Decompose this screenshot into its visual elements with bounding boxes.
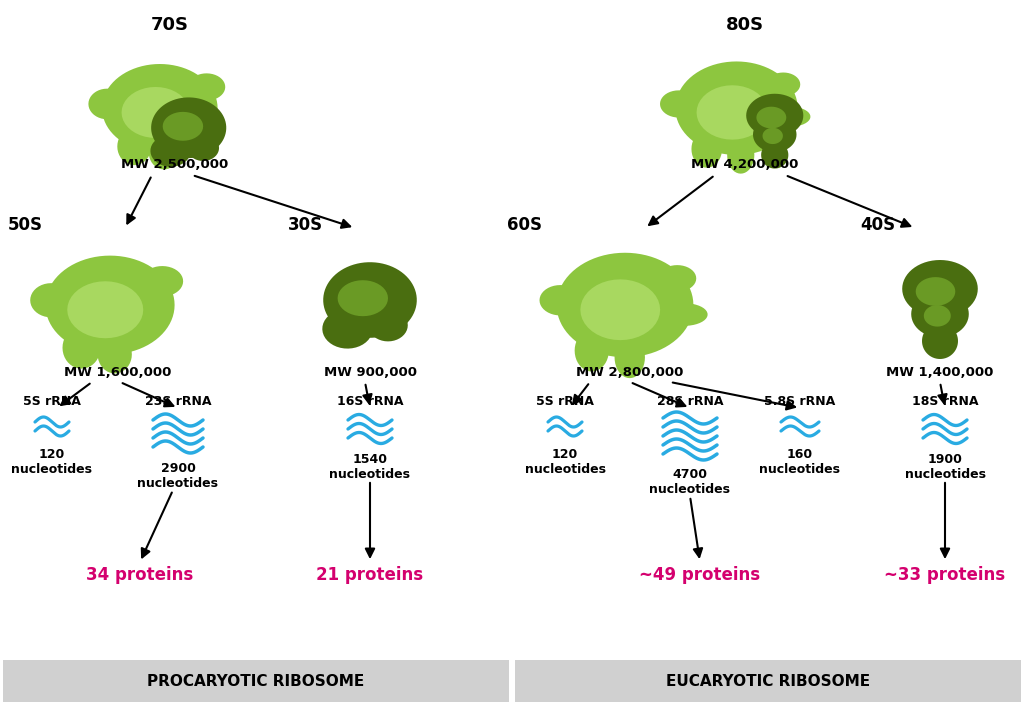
Polygon shape — [574, 330, 609, 371]
Text: 1900
nucleotides: 1900 nucleotides — [904, 453, 985, 481]
Polygon shape — [911, 291, 969, 338]
Text: ~33 proteins: ~33 proteins — [885, 566, 1006, 584]
Text: EUCARYOTIC RIBOSOME: EUCARYOTIC RIBOSOME — [666, 673, 870, 689]
Text: 80S: 80S — [726, 16, 764, 34]
Polygon shape — [761, 141, 788, 168]
Polygon shape — [753, 117, 797, 152]
Polygon shape — [122, 87, 189, 138]
Polygon shape — [118, 128, 152, 165]
Text: 30S: 30S — [288, 216, 323, 234]
Polygon shape — [338, 280, 388, 316]
Text: PROCARYOTIC RIBOSOME: PROCARYOTIC RIBOSOME — [147, 673, 365, 689]
Polygon shape — [141, 266, 183, 296]
Polygon shape — [187, 135, 219, 161]
Text: MW 900,000: MW 900,000 — [324, 366, 417, 380]
Polygon shape — [757, 107, 786, 128]
Polygon shape — [691, 131, 722, 168]
Polygon shape — [614, 336, 645, 378]
Text: 120
nucleotides: 120 nucleotides — [11, 448, 92, 476]
Bar — [3, 660, 509, 702]
Text: 70S: 70S — [151, 16, 189, 34]
Polygon shape — [45, 256, 175, 355]
Polygon shape — [323, 309, 373, 349]
Text: 21 proteins: 21 proteins — [316, 566, 424, 584]
Text: 5S rRNA: 5S rRNA — [536, 395, 594, 408]
Polygon shape — [766, 72, 800, 96]
Polygon shape — [763, 128, 783, 144]
Text: 1540
nucleotides: 1540 nucleotides — [330, 453, 411, 481]
Polygon shape — [97, 336, 132, 373]
Text: 28S rRNA: 28S rRNA — [656, 395, 723, 408]
Text: MW 2,800,000: MW 2,800,000 — [577, 366, 684, 380]
Text: 50S: 50S — [7, 216, 43, 234]
Text: 2900
nucleotides: 2900 nucleotides — [137, 462, 218, 490]
Polygon shape — [902, 260, 978, 317]
Polygon shape — [581, 279, 660, 340]
Polygon shape — [660, 91, 697, 117]
Polygon shape — [540, 285, 582, 315]
Text: 34 proteins: 34 proteins — [86, 566, 194, 584]
Text: 4700
nucleotides: 4700 nucleotides — [649, 468, 730, 496]
Text: 40S: 40S — [860, 216, 896, 234]
Polygon shape — [369, 309, 408, 341]
Text: 5.8S rRNA: 5.8S rRNA — [764, 395, 836, 408]
Polygon shape — [151, 135, 190, 167]
Polygon shape — [187, 73, 225, 100]
Polygon shape — [768, 107, 810, 127]
Polygon shape — [324, 263, 417, 338]
Polygon shape — [30, 283, 72, 317]
Text: 18S rRNA: 18S rRNA — [911, 395, 978, 408]
Text: 5S rRNA: 5S rRNA — [24, 395, 81, 408]
Polygon shape — [922, 323, 958, 359]
Polygon shape — [675, 62, 798, 155]
Polygon shape — [727, 136, 755, 173]
Text: 160
nucleotides: 160 nucleotides — [760, 448, 841, 476]
Polygon shape — [152, 98, 226, 158]
Text: MW 4,200,000: MW 4,200,000 — [691, 159, 799, 171]
Polygon shape — [62, 327, 100, 369]
Polygon shape — [148, 135, 179, 169]
Polygon shape — [163, 112, 203, 141]
Polygon shape — [924, 305, 951, 326]
Polygon shape — [915, 277, 955, 306]
Polygon shape — [746, 94, 803, 138]
Polygon shape — [696, 85, 768, 140]
Bar — [515, 660, 1021, 702]
Polygon shape — [660, 303, 708, 326]
Text: ~49 proteins: ~49 proteins — [639, 566, 761, 584]
Polygon shape — [102, 64, 218, 152]
Text: 23S rRNA: 23S rRNA — [144, 395, 211, 408]
Text: 120
nucleotides: 120 nucleotides — [524, 448, 605, 476]
Text: 16S rRNA: 16S rRNA — [337, 395, 403, 408]
Text: MW 2,500,000: MW 2,500,000 — [122, 159, 228, 171]
Polygon shape — [68, 282, 143, 338]
Polygon shape — [658, 265, 696, 292]
Text: 60S: 60S — [508, 216, 543, 234]
Text: MW 1,600,000: MW 1,600,000 — [65, 366, 172, 380]
Polygon shape — [88, 88, 126, 119]
Polygon shape — [557, 253, 693, 357]
Text: MW 1,400,000: MW 1,400,000 — [887, 366, 993, 380]
